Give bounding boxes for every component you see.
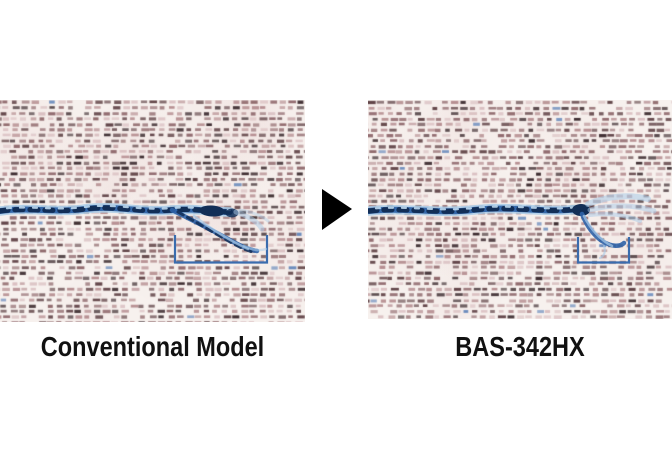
photo-after-bas342hx <box>368 100 672 319</box>
thread-end-bracket-after <box>576 237 631 264</box>
photo-before-conventional <box>0 100 305 322</box>
caption-conventional-model: Conventional Model <box>40 331 265 362</box>
short-thread-tail <box>579 193 657 260</box>
right-arrow-icon <box>322 189 352 230</box>
caption-bas-342hx: BAS-342HX <box>455 331 585 362</box>
thread-overlay-before <box>0 203 270 264</box>
stitch-thread-before <box>0 203 239 218</box>
stitch-thread-after <box>368 203 590 217</box>
long-thread-tail <box>169 207 270 254</box>
thread-overlay-after <box>368 193 657 264</box>
